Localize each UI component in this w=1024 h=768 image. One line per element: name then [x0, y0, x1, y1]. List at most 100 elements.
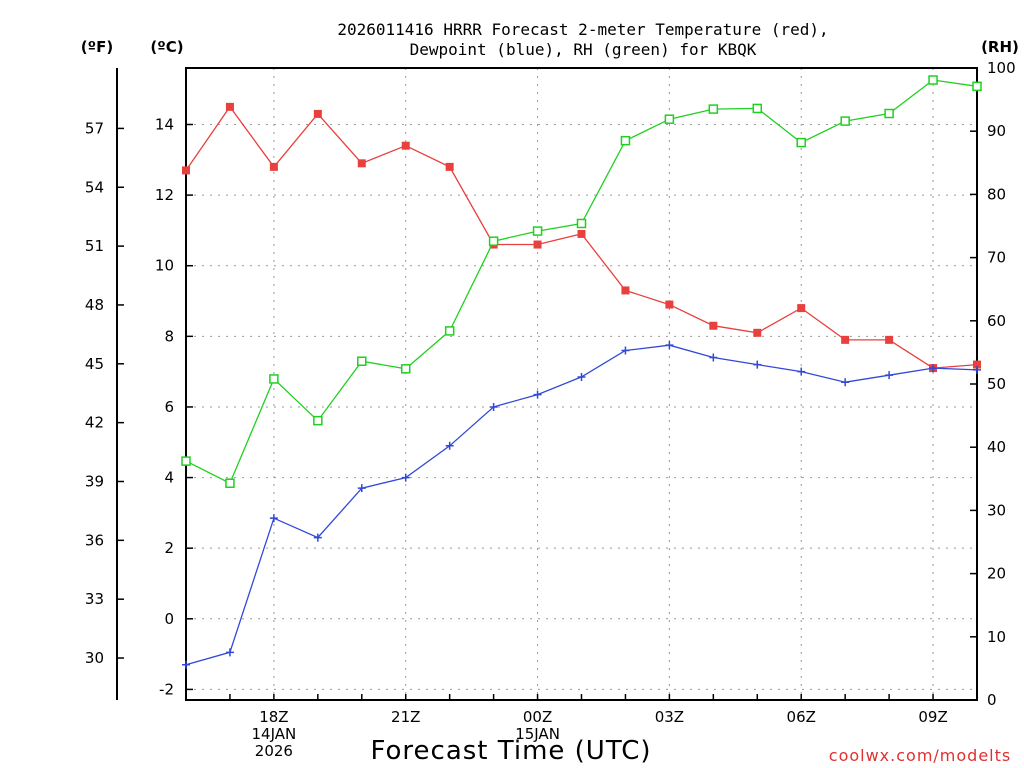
- dewpoint-point: [269, 514, 278, 523]
- dewpoint-point: [665, 341, 674, 350]
- dewpoint-point: [929, 364, 938, 373]
- rh-point: [576, 218, 587, 229]
- fahrenheit-tick-label: 39: [85, 472, 104, 490]
- temperature-point: [225, 102, 234, 111]
- time-tick-label: 2026: [255, 742, 293, 760]
- rh-point: [796, 137, 806, 148]
- rh-point: [488, 236, 499, 246]
- time-tick-label: 03Z: [655, 708, 684, 726]
- fahrenheit-tick-label: 45: [85, 355, 104, 373]
- rh-tick-label: 90: [987, 122, 1006, 140]
- dewpoint-point: [797, 367, 806, 376]
- dewpoint-point: [533, 390, 542, 399]
- temperature-point: [357, 159, 366, 168]
- celsius-tick-label: 8: [164, 327, 174, 345]
- dewpoint-point: [621, 346, 630, 355]
- rh-axis: 0 10 20 30 40 50 60 70 80 90 100: [970, 59, 1016, 709]
- x-axis-label: Forecast Time (UTC): [370, 736, 651, 766]
- dewpoint-point: [445, 441, 454, 450]
- rh-tick-label: 0: [987, 691, 997, 709]
- time-tick-label: 15JAN: [515, 725, 560, 743]
- celsius-tick-label: -2: [159, 680, 174, 698]
- dewpoint-point: [401, 473, 410, 482]
- dewpoint-point: [182, 660, 190, 669]
- celsius-unit-label: (ºC): [150, 38, 183, 56]
- rh-point: [269, 374, 279, 384]
- rh-line: [185, 79, 978, 485]
- dewpoint-line: [185, 344, 978, 666]
- celsius-tick-label: 6: [164, 398, 174, 416]
- rh-tick-label: 60: [987, 312, 1006, 330]
- temperature-point: [841, 335, 850, 344]
- rh-point: [840, 116, 850, 126]
- rh-tick-label: 80: [987, 185, 1006, 203]
- fahrenheit-tick-label: 30: [85, 649, 104, 667]
- rh-point: [357, 356, 367, 366]
- celsius-tick-label: 0: [164, 610, 174, 628]
- rh-point: [972, 81, 982, 92]
- fahrenheit-tick-label: 57: [85, 119, 104, 137]
- rh-point: [444, 326, 455, 336]
- celsius-tick-label: 2: [164, 539, 174, 557]
- temperature-point: [621, 286, 630, 295]
- dewpoint-point: [841, 378, 850, 387]
- temperature-point: [753, 328, 762, 337]
- fahrenheit-tick-label: 51: [85, 237, 104, 255]
- dewpoint-point: [709, 353, 718, 362]
- celsius-tick-label: 4: [164, 469, 174, 487]
- credit-text: coolwx.com/modelts: [829, 746, 1011, 765]
- chart-title-line2: Dewpoint (blue), RH (green) for KBQK: [410, 40, 757, 59]
- temperature-point: [182, 166, 190, 175]
- fahrenheit-tick-label: 42: [85, 414, 104, 432]
- rh-tick-label: 50: [987, 375, 1006, 393]
- series-rh: [181, 75, 982, 488]
- temperature-point: [665, 300, 674, 309]
- dewpoint-point: [973, 365, 981, 374]
- fahrenheit-tick-label: 54: [85, 178, 104, 196]
- fahrenheit-tick-label: 48: [85, 296, 104, 314]
- rh-point: [752, 103, 763, 114]
- rh-tick-label: 30: [987, 501, 1006, 519]
- celsius-tick-label: 10: [155, 257, 174, 275]
- rh-tick-label: 100: [987, 59, 1016, 77]
- series-dewpoint: [182, 341, 981, 669]
- rh-point: [181, 456, 191, 466]
- dewpoint-point: [885, 371, 894, 380]
- dewpoint-point: [225, 648, 234, 657]
- time-tick-label: 00Z: [523, 708, 552, 726]
- temperature-point: [709, 321, 718, 330]
- time-tick-label: 14JAN: [252, 725, 297, 743]
- dewpoint-point: [357, 484, 366, 493]
- grid-lines: [186, 68, 977, 700]
- rh-point: [313, 415, 323, 426]
- celsius-tick-label: 12: [155, 186, 174, 204]
- rh-unit-label: (RH): [981, 38, 1019, 56]
- dewpoint-point: [313, 533, 322, 542]
- temperature-point: [797, 304, 806, 313]
- temperature-point: [973, 360, 981, 369]
- time-tick-label: 18Z: [259, 708, 288, 726]
- rh-point: [620, 135, 631, 146]
- series-temperature: [182, 102, 981, 373]
- celsius-tick-label: 14: [155, 115, 174, 133]
- time-tick-label: 06Z: [787, 708, 816, 726]
- rh-point: [225, 478, 235, 488]
- rh-tick-label: 40: [987, 438, 1006, 456]
- temperature-point: [313, 109, 322, 118]
- dewpoint-point: [577, 372, 586, 381]
- time-tick-label: 21Z: [391, 708, 420, 726]
- chart-title-line1: 2026011416 HRRR Forecast 2-meter Tempera…: [337, 20, 828, 39]
- plot-frame: [185, 67, 978, 701]
- dewpoint-point: [753, 360, 762, 369]
- rh-point: [708, 104, 719, 114]
- fahrenheit-axis: 30 33 36 39 42 45 48 51 54 57: [85, 119, 124, 667]
- celsius-axis: -2 0 2 4 6 8 10 12 14: [155, 115, 193, 698]
- rh-tick-label: 10: [987, 628, 1006, 646]
- dewpoint-point: [489, 402, 498, 411]
- fahrenheit-tick-label: 33: [85, 590, 104, 608]
- series-layer: [181, 75, 982, 669]
- rh-point: [884, 108, 894, 119]
- temperature-point: [269, 162, 278, 171]
